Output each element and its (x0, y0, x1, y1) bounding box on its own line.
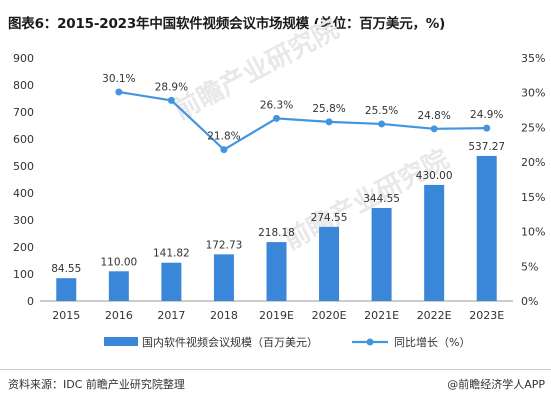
bar (108, 271, 129, 301)
growth-value-label: 21.8% (207, 131, 240, 143)
x-tick-label: 2018 (210, 309, 238, 322)
growth-point (220, 146, 228, 154)
x-tick-label: 2022E (417, 309, 452, 322)
legend-bar-swatch (104, 337, 138, 346)
y-left-tick-label: 300 (13, 214, 34, 227)
bar-series: 84.55 110.00 141.82 172.73 218.18 274.55 344.5… (51, 141, 505, 301)
growth-point (325, 118, 333, 126)
y-left-tick-label: 0 (27, 295, 34, 308)
bar (476, 155, 497, 301)
growth-value-label: 26.3% (260, 99, 293, 111)
legend-bar-label: 国内软件视频会议规模（百万美元） (142, 335, 318, 349)
y-right-tick-label: 0% (521, 295, 538, 308)
y-right-tick-label: 35% (521, 52, 545, 65)
y-right-tick-label: 10% (521, 226, 545, 239)
bar (371, 207, 392, 301)
growth-point (167, 96, 175, 104)
y-left-tick-label: 400 (13, 187, 34, 200)
growth-point (430, 125, 438, 133)
bar-value-label: 218.18 (258, 227, 295, 239)
y-left-tick-label: 200 (13, 241, 34, 254)
y-left-tick-label: 100 (13, 268, 34, 281)
x-tick-label: 2015 (52, 309, 80, 322)
growth-value-label: 28.9% (155, 81, 188, 93)
growth-value-label: 24.8% (417, 110, 450, 122)
y-right-tick-label: 30% (521, 87, 545, 100)
y-left-tick-label: 600 (13, 133, 34, 146)
line-series: 30.1% 28.9% 21.8% 26.3% 25.8% 25.5% 24.8% 24.9% (102, 73, 503, 154)
brand-credit: @前瞻经济学人APP (447, 378, 545, 391)
bar (266, 242, 287, 301)
x-tick-label: 2019E (259, 309, 294, 322)
bar-value-label: 141.82 (153, 248, 190, 260)
growth-point (483, 124, 491, 132)
bar-value-label: 110.00 (100, 256, 137, 268)
bar (319, 226, 340, 301)
bar-value-label: 344.55 (363, 193, 400, 205)
bar (161, 262, 182, 301)
y-right-tick-label: 5% (521, 260, 538, 273)
legend-line-marker (366, 338, 374, 346)
y-right-tick-label: 20% (521, 156, 545, 169)
chart-title: 图表6：2015-2023年中国软件视频会议市场规模 (单位：百万美元，%) (8, 16, 446, 32)
x-tick-label: 2016 (105, 309, 133, 322)
source-note: 资料来源：IDC 前瞻产业研究院整理 (8, 378, 185, 391)
x-tick-label: 2020E (312, 309, 347, 322)
growth-point (273, 114, 280, 122)
bar (213, 254, 234, 301)
bar (56, 278, 77, 301)
chart-area: 前瞻产业研究院 前瞻产业研究院 010020030040050060070080… (13, 13, 545, 349)
legend: 国内软件视频会议规模（百万美元） 同比增长（%） (104, 335, 470, 349)
y-left-tick-label: 800 (13, 79, 34, 92)
bar-value-label: 172.73 (206, 239, 243, 251)
x-tick-label: 2021E (364, 309, 399, 322)
bar (424, 184, 445, 301)
y-left-tick-label: 500 (13, 160, 34, 173)
bar-value-label: 430.00 (416, 170, 453, 182)
growth-value-label: 30.1% (102, 73, 135, 85)
growth-value-label: 25.8% (312, 103, 345, 115)
growth-value-label: 24.9% (470, 109, 503, 121)
bar-value-label: 274.55 (311, 212, 348, 224)
x-tick-label: 2023E (469, 309, 504, 322)
x-tick-label: 2017 (157, 309, 185, 322)
growth-point (378, 120, 386, 128)
growth-point (115, 88, 123, 96)
y-left-tick-label: 700 (13, 106, 34, 119)
y-left-tick-label: 900 (13, 52, 34, 65)
growth-line (118, 90, 487, 152)
axes-group: 0 100 200 300 400 500 600 700 800 900 0% 5% 10% 15% 20… (13, 52, 545, 322)
legend-line-label: 同比增长（%） (394, 335, 470, 349)
y-right-tick-label: 15% (521, 191, 545, 204)
footer-divider (0, 369, 551, 370)
bar-value-label: 537.27 (468, 141, 505, 153)
y-right-tick-label: 25% (521, 121, 545, 134)
growth-value-label: 25.5% (365, 105, 398, 117)
bar-value-label: 84.55 (51, 263, 81, 275)
